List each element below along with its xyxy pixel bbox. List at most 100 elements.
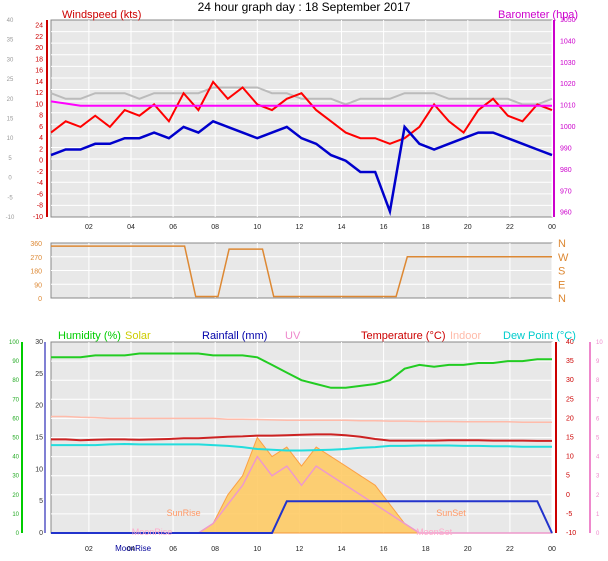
y-tick-label: 2 [596,493,600,499]
y-tick-label: 0 [566,492,570,499]
y-tick-label: 22 [35,34,43,41]
x-tick-label: 20 [464,546,472,553]
y-tick-label: 5 [8,156,12,162]
y-tick-label: 4 [39,135,43,142]
y-tick-label: 30 [566,377,574,384]
y-axis-label: UV [285,330,301,342]
y-tick-label: 50 [12,436,19,442]
y-tick-label: 1 [596,512,600,518]
compass-label: W [558,252,569,264]
x-tick-label: 12 [295,546,303,553]
y-tick-label: 960 [560,210,572,217]
y-tick-label: 270 [30,255,42,262]
x-tick-label: 12 [295,224,303,231]
y-tick-label: 180 [30,269,42,276]
y-tick-label: 0 [16,531,20,537]
x-tick-label: 02 [85,546,93,553]
y-tick-label: 10 [7,136,14,142]
y-tick-label: 1050 [560,17,576,24]
compass-label: E [558,279,565,291]
x-tick-label: 10 [253,224,261,231]
series-line [50,80,553,145]
y-tick-label: 80 [12,378,19,384]
y-tick-label: 8 [39,113,43,120]
y-tick-label: 90 [12,359,19,365]
y-tick-label: 1030 [560,60,576,67]
y-axis-label: Windspeed (kts) [62,9,141,21]
y-tick-label: 20 [7,97,14,103]
y-tick-label: 6 [39,124,43,131]
y-tick-label: -10 [566,530,576,537]
y-tick-label: -2 [37,169,43,176]
y-tick-label: 20 [35,403,43,410]
series-line [51,442,552,452]
y-tick-label: 20 [35,45,43,52]
y-tick-label: 970 [560,188,572,195]
y-tick-label: 25 [566,396,574,403]
y-tick-label: 12 [35,90,43,97]
y-tick-label: 10 [596,340,603,346]
y-tick-label: 40 [12,455,19,461]
x-tick-label: 08 [211,224,219,231]
y-axis-label: Rainfall (mm) [202,330,267,342]
series-line [51,245,552,298]
y-tick-label: 35 [566,358,574,365]
y-tick-label: 100 [9,340,20,346]
annotation-label: MoonSet [416,527,453,537]
y-tick-label: 3 [596,474,600,480]
y-tick-label: -5 [566,511,572,518]
series-line [51,415,552,423]
series-line [51,433,552,442]
plot-area [50,19,553,218]
y-tick-label: 0 [596,531,600,537]
y-tick-label: 90 [34,282,42,289]
y-tick-label: -6 [37,191,43,198]
y-tick-label: -10 [33,214,43,221]
y-tick-label: 1010 [560,103,576,110]
y-axis-label: Solar [125,330,151,342]
annotation-label: SunSet [436,508,466,518]
y-axis-label: Barometer (hpa) [498,9,578,21]
y-tick-label: 10 [35,466,43,473]
y-tick-label: 980 [560,167,572,174]
y-tick-label: 30 [7,57,14,63]
y-tick-label: 30 [12,474,19,480]
y-tick-label: 0 [39,530,43,537]
y-tick-label: 1040 [560,38,576,45]
y-tick-label: 8 [596,378,600,384]
x-tick-label: 04 [127,224,135,231]
y-tick-label: 10 [566,454,574,461]
y-tick-label: 70 [12,397,19,403]
x-tick-label: 14 [338,224,346,231]
compass-label: N [558,293,566,305]
y-tick-label: 15 [35,435,43,442]
y-axis-label: Dew Point (°C) [503,330,576,342]
x-tick-label: 16 [380,546,388,553]
y-tick-label: 10 [12,512,19,518]
y-tick-label: -8 [37,203,43,210]
y-tick-label: 990 [560,145,572,152]
y-tick-label: 18 [35,56,43,63]
y-tick-label: 0 [39,158,43,165]
y-tick-label: 35 [7,38,14,44]
x-tick-label: 14 [338,546,346,553]
y-tick-label: 1000 [560,124,576,131]
x-tick-label: 18 [422,224,430,231]
y-tick-label: 40 [566,339,574,346]
y-tick-label: 360 [30,241,42,248]
y-tick-label: -5 [7,195,13,201]
y-tick-label: 10 [35,101,43,108]
y-tick-label: 25 [7,77,14,83]
y-tick-label: -10 [6,215,15,221]
series-line [51,500,553,534]
x-tick-label: 20 [464,224,472,231]
annotation-label: MoonRise [132,527,173,537]
y-tick-label: 5 [566,473,570,480]
y-tick-label: 9 [596,359,600,365]
y-tick-label: 4 [596,455,600,461]
y-tick-label: 30 [35,339,43,346]
x-tick-label: 04 [127,546,135,553]
y-tick-label: 20 [12,493,19,499]
y-tick-label: 15 [7,117,14,123]
